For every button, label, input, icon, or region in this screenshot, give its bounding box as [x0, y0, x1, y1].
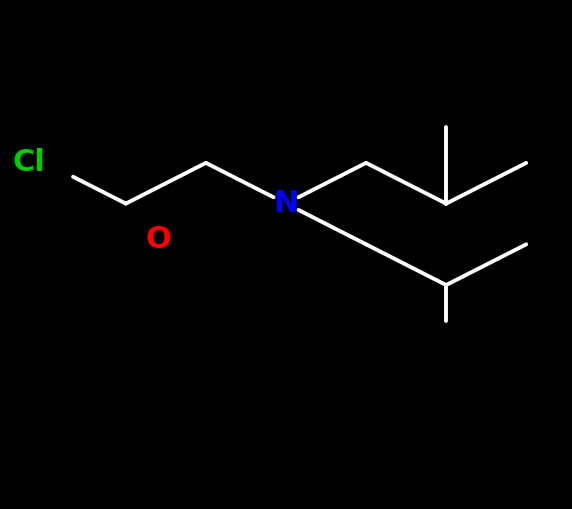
Text: N: N: [273, 189, 299, 218]
Text: O: O: [146, 225, 172, 253]
Text: Cl: Cl: [13, 149, 46, 177]
